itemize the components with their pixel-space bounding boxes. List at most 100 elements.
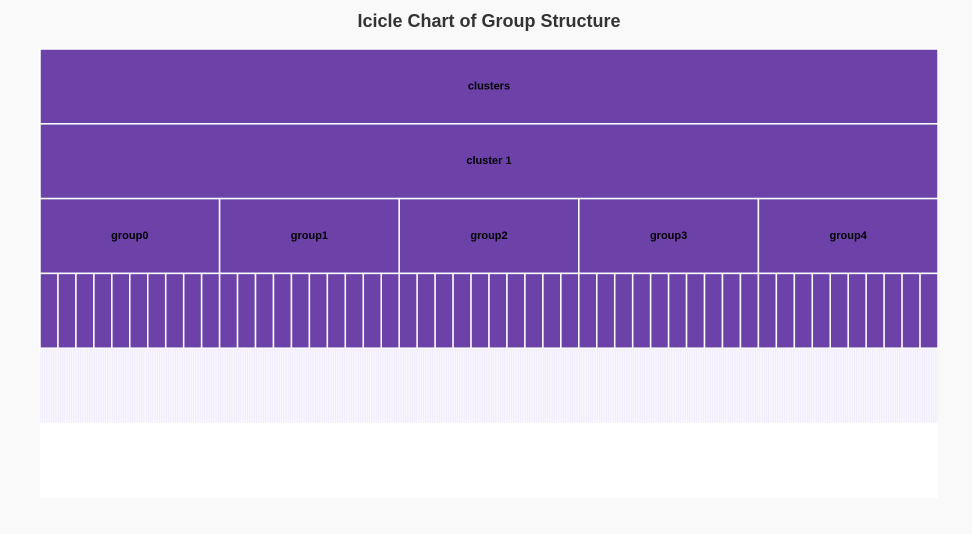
item-node[interactable] [871, 348, 874, 424]
item-node[interactable] [445, 348, 448, 424]
item-node[interactable] [348, 348, 351, 424]
item-node[interactable] [688, 348, 691, 424]
item-node[interactable] [740, 348, 743, 424]
item-node[interactable] [578, 348, 581, 424]
item-node[interactable] [686, 348, 689, 424]
item-node[interactable] [607, 348, 610, 424]
item-node[interactable] [668, 348, 671, 424]
item-node[interactable] [785, 348, 788, 424]
item-node[interactable] [194, 348, 197, 424]
item-node[interactable] [733, 348, 736, 424]
item-node[interactable] [616, 348, 619, 424]
item-node[interactable] [889, 348, 892, 424]
item-node[interactable] [684, 348, 687, 424]
item-node[interactable] [731, 348, 734, 424]
item-node[interactable] [84, 348, 87, 424]
item-node[interactable] [804, 348, 808, 424]
item-node[interactable] [431, 348, 434, 424]
subgroup-node[interactable] [596, 272, 616, 349]
item-node[interactable] [54, 348, 57, 424]
subgroup-node[interactable] [703, 272, 724, 349]
item-node[interactable] [524, 348, 527, 424]
subgroup-node[interactable] [829, 272, 849, 349]
item-node[interactable] [364, 348, 368, 424]
item-node[interactable] [82, 348, 86, 424]
item-node[interactable] [357, 348, 360, 424]
item-node[interactable] [650, 348, 653, 424]
cluster-node[interactable] [39, 123, 939, 200]
item-node[interactable] [59, 348, 62, 424]
item-node[interactable] [343, 348, 346, 424]
item-node[interactable] [406, 348, 409, 424]
item-node[interactable] [831, 348, 835, 424]
item-node[interactable] [429, 348, 432, 424]
item-node[interactable] [79, 348, 82, 424]
item-node[interactable] [742, 348, 745, 424]
item-node[interactable] [513, 348, 517, 424]
item-node[interactable] [679, 348, 682, 424]
item-node[interactable] [246, 348, 249, 424]
item-node[interactable] [846, 348, 849, 424]
item-node[interactable] [621, 348, 624, 424]
item-node[interactable] [585, 348, 588, 424]
item-node[interactable] [99, 348, 102, 424]
item-node[interactable] [848, 348, 851, 424]
item-node[interactable] [323, 348, 326, 424]
item-node[interactable] [212, 348, 215, 424]
item-node[interactable] [910, 348, 914, 424]
item-node[interactable] [485, 348, 488, 424]
item-node[interactable] [716, 348, 720, 424]
item-node[interactable] [43, 348, 46, 424]
item-node[interactable] [381, 348, 384, 424]
item-node[interactable] [540, 348, 544, 424]
item-node[interactable] [205, 348, 208, 424]
item-node[interactable] [219, 348, 222, 424]
item-node[interactable] [765, 348, 768, 424]
item-node[interactable] [822, 348, 826, 424]
item-node[interactable] [113, 348, 116, 424]
item-node[interactable] [64, 348, 68, 424]
item-node[interactable] [264, 348, 267, 424]
item-node[interactable] [693, 348, 696, 424]
item-node[interactable] [839, 348, 842, 424]
item-node[interactable] [361, 348, 364, 424]
item-node[interactable] [418, 348, 421, 424]
item-node[interactable] [134, 348, 138, 424]
item-node[interactable] [795, 348, 799, 424]
item-node[interactable] [203, 348, 206, 424]
item-node[interactable] [145, 348, 148, 424]
item-node[interactable] [492, 348, 495, 424]
item-node[interactable] [312, 348, 315, 424]
item-node[interactable] [582, 348, 585, 424]
item-node[interactable] [402, 348, 405, 424]
item-node[interactable] [519, 348, 522, 424]
item-node[interactable] [826, 348, 829, 424]
item-node[interactable] [169, 348, 172, 424]
item-node[interactable] [571, 348, 574, 424]
subgroup-node[interactable] [93, 272, 113, 349]
item-node[interactable] [111, 348, 114, 424]
item-node[interactable] [747, 348, 750, 424]
item-node[interactable] [634, 348, 637, 424]
item-node[interactable] [670, 348, 673, 424]
item-node[interactable] [528, 348, 531, 424]
item-node[interactable] [231, 348, 235, 424]
item-node[interactable] [50, 348, 53, 424]
item-node[interactable] [284, 348, 287, 424]
item-node[interactable] [120, 348, 123, 424]
item-node[interactable] [248, 348, 251, 424]
item-node[interactable] [350, 348, 353, 424]
item-node[interactable] [296, 348, 299, 424]
item-node[interactable] [341, 348, 344, 424]
item-node[interactable] [460, 348, 463, 424]
item-node[interactable] [763, 348, 766, 424]
item-node[interactable] [222, 348, 226, 424]
item-node[interactable] [372, 348, 375, 424]
item-node[interactable] [336, 348, 339, 424]
item-node[interactable] [618, 348, 621, 424]
item-node[interactable] [786, 348, 790, 424]
subgroup-node[interactable] [524, 272, 544, 349]
item-node[interactable] [52, 348, 55, 424]
item-node[interactable] [463, 348, 466, 424]
item-node[interactable] [142, 348, 145, 424]
